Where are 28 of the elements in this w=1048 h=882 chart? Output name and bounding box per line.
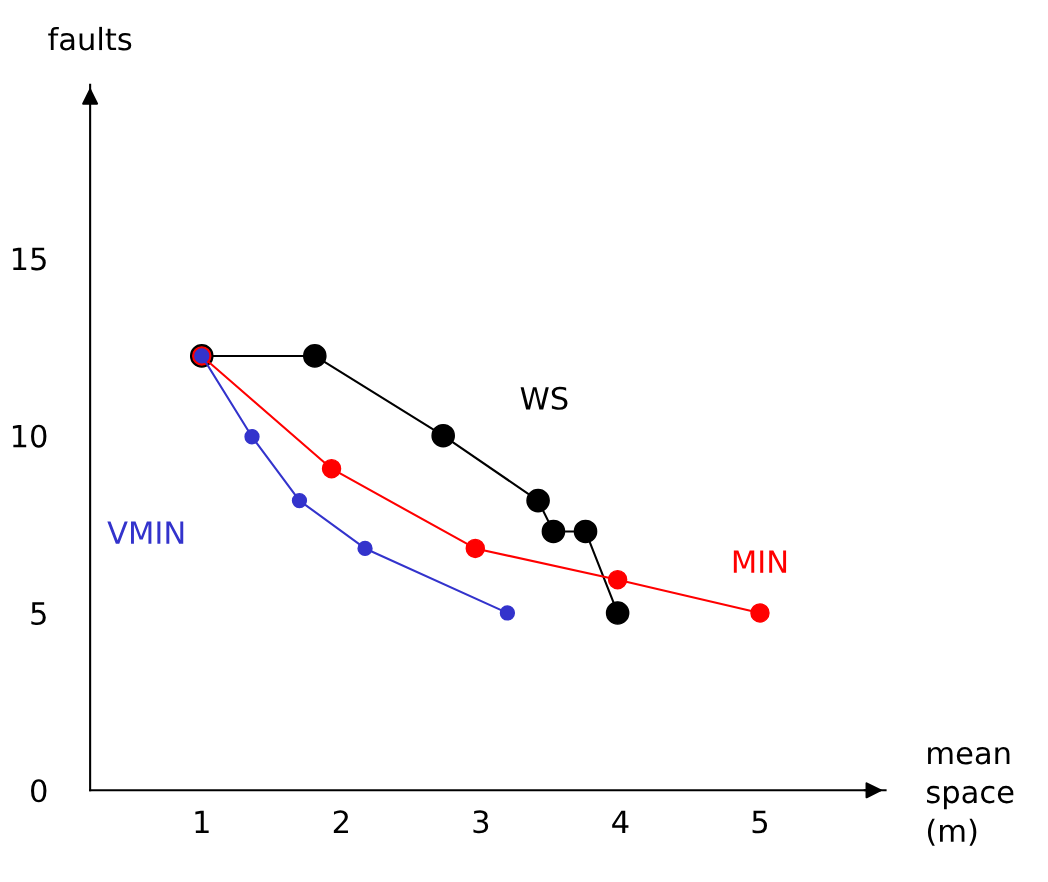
x-tick-label: 5 [752,810,768,834]
point [607,569,628,590]
point [605,601,630,625]
point [302,344,327,368]
text: WS [520,386,568,410]
point [357,540,373,557]
point [526,488,550,513]
point [573,519,598,544]
text: VMIN [107,521,184,544]
point [244,429,260,445]
y-tick-label: 10 [12,424,47,448]
point [750,603,770,623]
x-axis-title: mean space (m) [926,746,1014,846]
point [291,492,308,509]
x-tick-label: 3 [473,810,489,834]
y-tick-label: 0 [31,779,47,803]
point [465,538,486,559]
point [431,423,455,448]
point [321,458,342,479]
x-tick-label: 2 [333,810,348,833]
x-tick-label: 4 [612,810,629,833]
point [541,519,566,544]
y-axis-title: faults [48,26,132,51]
series-label: MIN [733,550,787,573]
y-tick-label: 5 [31,602,46,626]
y-tick-label: 15 [12,247,46,271]
point [499,605,516,621]
x-tick-label: 1 [195,810,209,833]
